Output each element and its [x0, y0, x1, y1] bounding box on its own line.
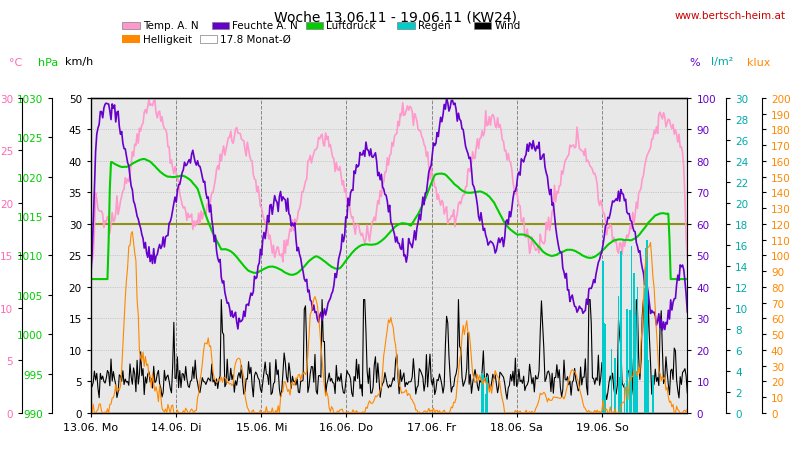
- Text: Luftdruck: Luftdruck: [326, 21, 376, 31]
- Bar: [620, 252, 622, 413]
- Bar: [630, 246, 633, 413]
- Bar: [602, 261, 604, 413]
- Text: Feuchte A. N: Feuchte A. N: [232, 21, 298, 31]
- Bar: [635, 371, 638, 413]
- Text: Regen: Regen: [418, 21, 450, 31]
- Bar: [626, 309, 628, 413]
- Text: Temp. A. N: Temp. A. N: [143, 21, 198, 31]
- Bar: [486, 377, 487, 413]
- Text: °C: °C: [9, 57, 23, 67]
- Bar: [652, 375, 654, 413]
- Text: %: %: [690, 57, 700, 67]
- Text: Wind: Wind: [495, 21, 521, 31]
- Bar: [604, 323, 605, 413]
- Bar: [623, 383, 626, 413]
- Bar: [637, 288, 638, 413]
- Bar: [630, 310, 631, 413]
- Bar: [614, 358, 616, 413]
- Text: www.bertsch-heim.at: www.bertsch-heim.at: [675, 11, 786, 21]
- Text: km/h: km/h: [65, 57, 93, 67]
- Bar: [611, 349, 612, 413]
- Text: 17.8 Monat-Ø: 17.8 Monat-Ø: [220, 35, 292, 45]
- Bar: [481, 374, 483, 413]
- Bar: [485, 395, 487, 413]
- Bar: [483, 375, 484, 413]
- Bar: [645, 248, 647, 413]
- Bar: [604, 325, 607, 413]
- Bar: [633, 274, 635, 413]
- Bar: [618, 296, 619, 413]
- Bar: [634, 316, 636, 413]
- Text: Woche 13.06.11 - 19.06.11 (KW24): Woche 13.06.11 - 19.06.11 (KW24): [273, 11, 517, 24]
- Text: klux: klux: [747, 57, 770, 67]
- Text: hPa: hPa: [38, 57, 58, 67]
- Bar: [646, 240, 648, 413]
- Text: Helligkeit: Helligkeit: [143, 35, 192, 45]
- Bar: [644, 288, 645, 413]
- Bar: [619, 377, 621, 413]
- Bar: [647, 361, 649, 413]
- Text: l/m²: l/m²: [711, 57, 733, 67]
